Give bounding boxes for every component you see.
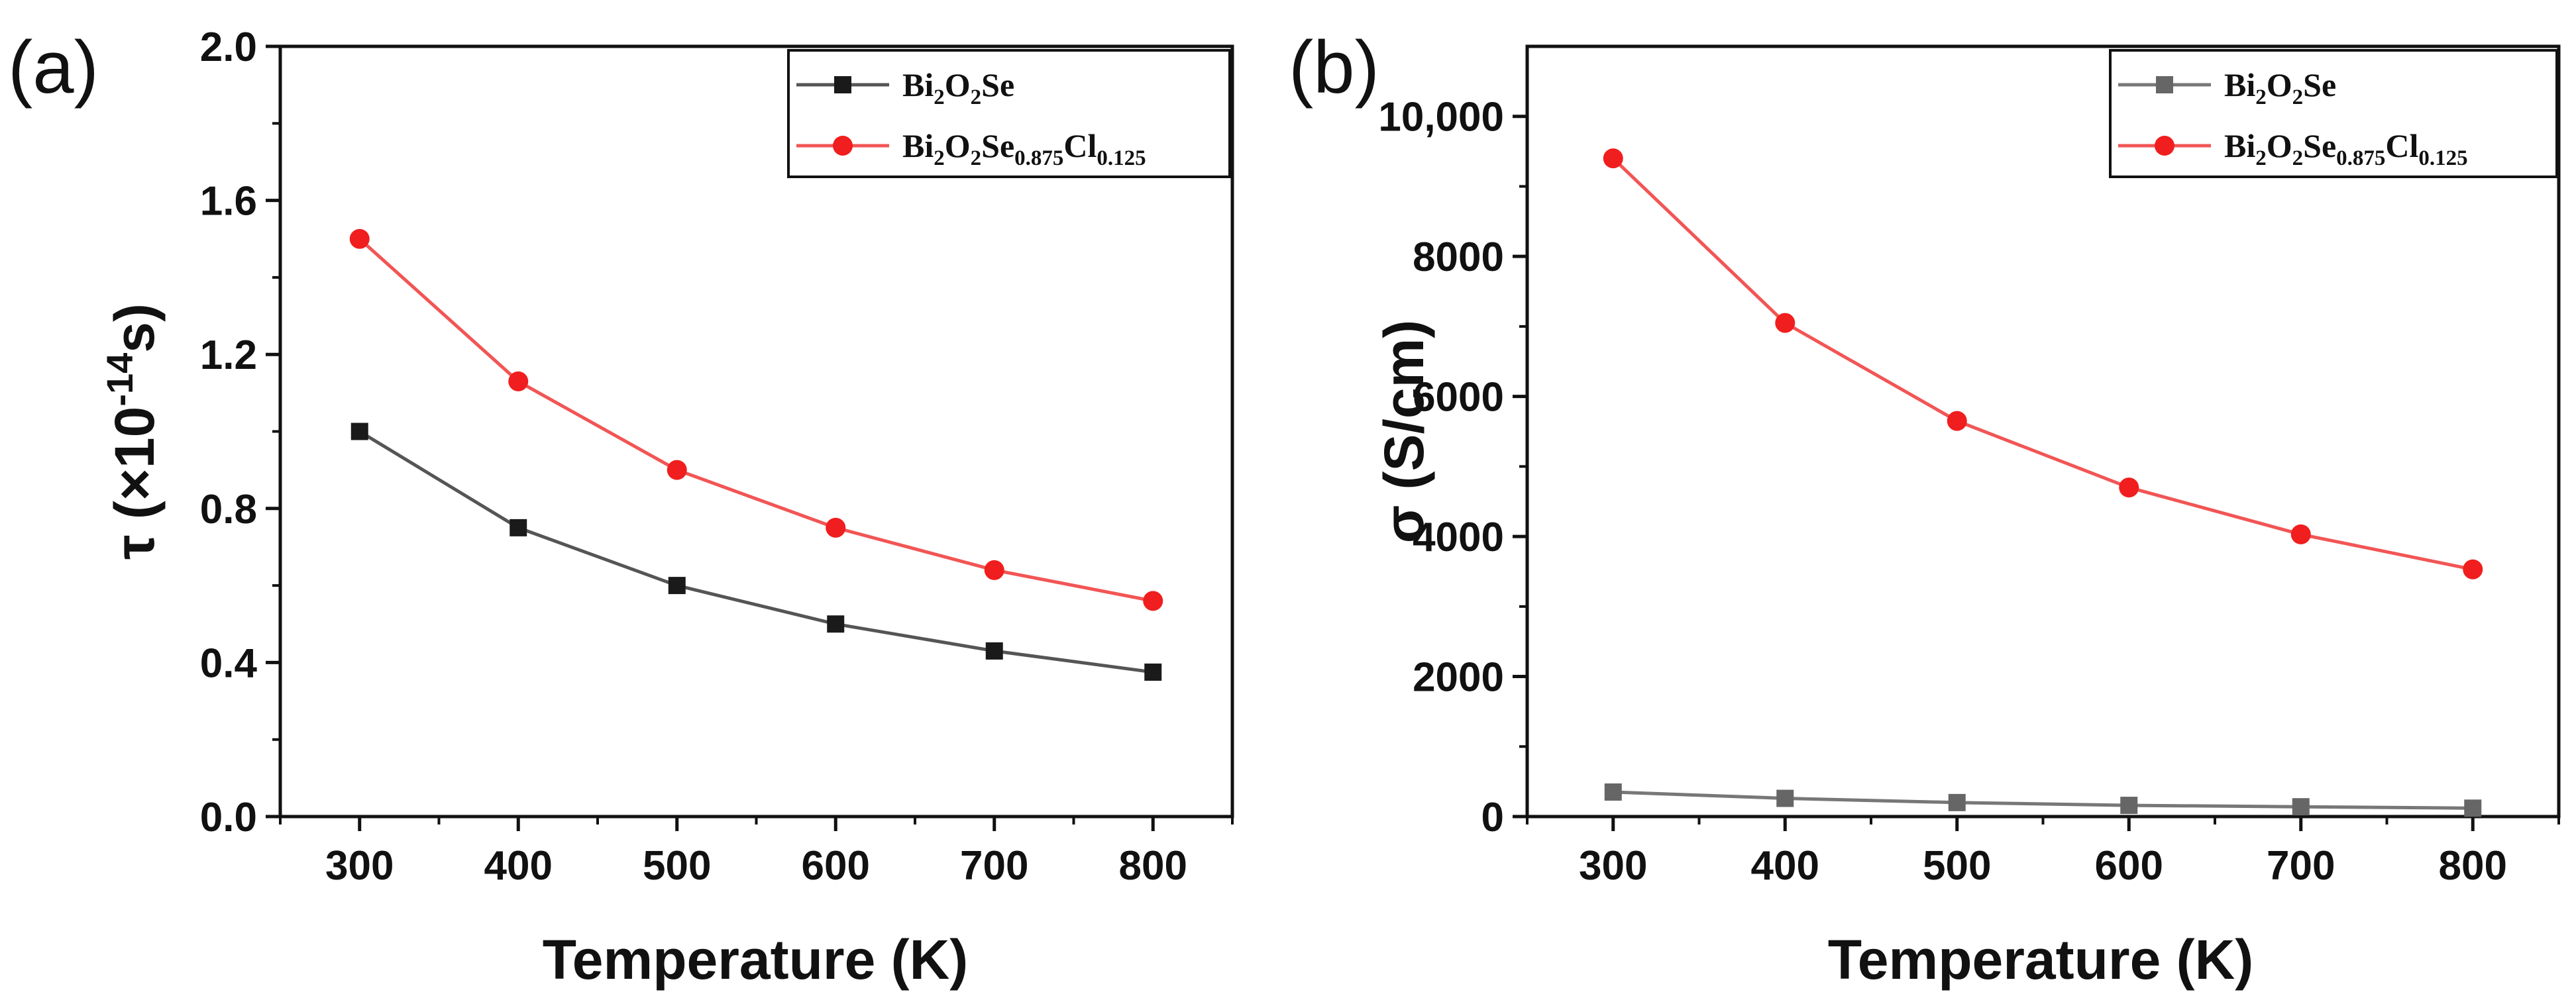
x-tick-label: 300 — [1579, 843, 1647, 889]
x-tick-label: 700 — [960, 843, 1028, 889]
x-tick-label: 400 — [484, 843, 553, 889]
data-point — [667, 460, 687, 480]
y-axis-title: τ (×10-14s) — [99, 303, 166, 560]
x-tick-label: 500 — [1923, 843, 1991, 889]
data-point — [984, 560, 1004, 580]
x-axis-title: Temperature (K) — [1828, 928, 2254, 991]
data-point — [1603, 148, 1623, 169]
y-tick-label: 6000 — [1413, 375, 1504, 421]
chart-panel-0: (a) 300 400 500 600 700 800 0.0 0.4 0.8 1.2 1.6 2.0 T… — [8, 25, 1234, 991]
data-point — [510, 519, 527, 536]
legend-box — [2109, 49, 2558, 178]
data-point — [2290, 524, 2311, 544]
data-point — [1775, 313, 1796, 333]
data-point — [2120, 797, 2138, 815]
data-point — [508, 371, 529, 391]
x-tick-label: 400 — [1751, 843, 1819, 889]
y-tick-label: 4000 — [1413, 515, 1504, 560]
y-tick-label: 1.2 — [200, 332, 257, 378]
data-point — [2119, 477, 2139, 498]
x-tick-label: 800 — [2439, 843, 2507, 889]
y-tick-label: 10,000 — [1378, 95, 1504, 140]
y-axis-title: σ (S/cm) — [1373, 320, 1435, 544]
legend-label: Bi2O2Se — [902, 66, 1014, 109]
data-point — [1143, 591, 1163, 611]
data-point — [668, 577, 686, 595]
data-point — [827, 615, 845, 633]
data-point — [349, 228, 370, 249]
y-tick-label: 0.4 — [200, 640, 258, 686]
data-point — [2464, 799, 2482, 817]
data-point — [1604, 783, 1622, 801]
data-point — [1776, 789, 1794, 807]
legend-marker — [834, 76, 851, 93]
data-point — [2463, 559, 2483, 579]
panel-label: (b) — [1289, 26, 1379, 109]
data-point — [826, 517, 846, 538]
legend-marker — [2156, 76, 2173, 93]
y-tick-label: 0.0 — [200, 795, 257, 840]
x-tick-label: 300 — [325, 843, 394, 889]
x-tick-label: 600 — [2095, 843, 2163, 889]
data-point — [985, 642, 1003, 660]
y-tick-label: 1.6 — [200, 179, 257, 225]
series-line-0 — [358, 430, 1154, 674]
legend-marker — [2155, 136, 2174, 156]
data-point — [2292, 798, 2310, 816]
y-tick-label: 0 — [1481, 795, 1504, 840]
series-line-1 — [358, 237, 1154, 603]
y-tick-label: 8000 — [1413, 234, 1504, 280]
x-tick-label: 500 — [643, 843, 711, 889]
panel-label: (a) — [8, 26, 99, 109]
series-line-1 — [1612, 157, 2473, 572]
legend-label: Bi2O2Se0.875Cl0.125 — [2224, 127, 2468, 170]
y-tick-label: 2000 — [1413, 655, 1504, 701]
x-tick-label: 600 — [802, 843, 870, 889]
series-line-0 — [1613, 790, 2473, 810]
legend-label: Bi2O2Se — [2224, 66, 2336, 109]
y-tick-label: 0.8 — [200, 487, 257, 532]
chart-panel-1: (b)300 400 500 600 700 8000200040006000800010… — [1289, 26, 2561, 991]
legend-label: Bi2O2Se0.875Cl0.125 — [902, 127, 1146, 170]
x-tick-label: 800 — [1119, 843, 1187, 889]
legend-box — [787, 49, 1231, 178]
data-point — [350, 423, 368, 440]
data-point — [1144, 663, 1162, 681]
y-tick-label: 2.0 — [200, 25, 257, 70]
data-point — [1948, 793, 1966, 811]
x-axis-title: Temperature (K) — [543, 928, 969, 991]
x-tick-label: 700 — [2267, 843, 2335, 889]
legend-marker — [833, 136, 853, 156]
data-point — [1947, 411, 1967, 431]
